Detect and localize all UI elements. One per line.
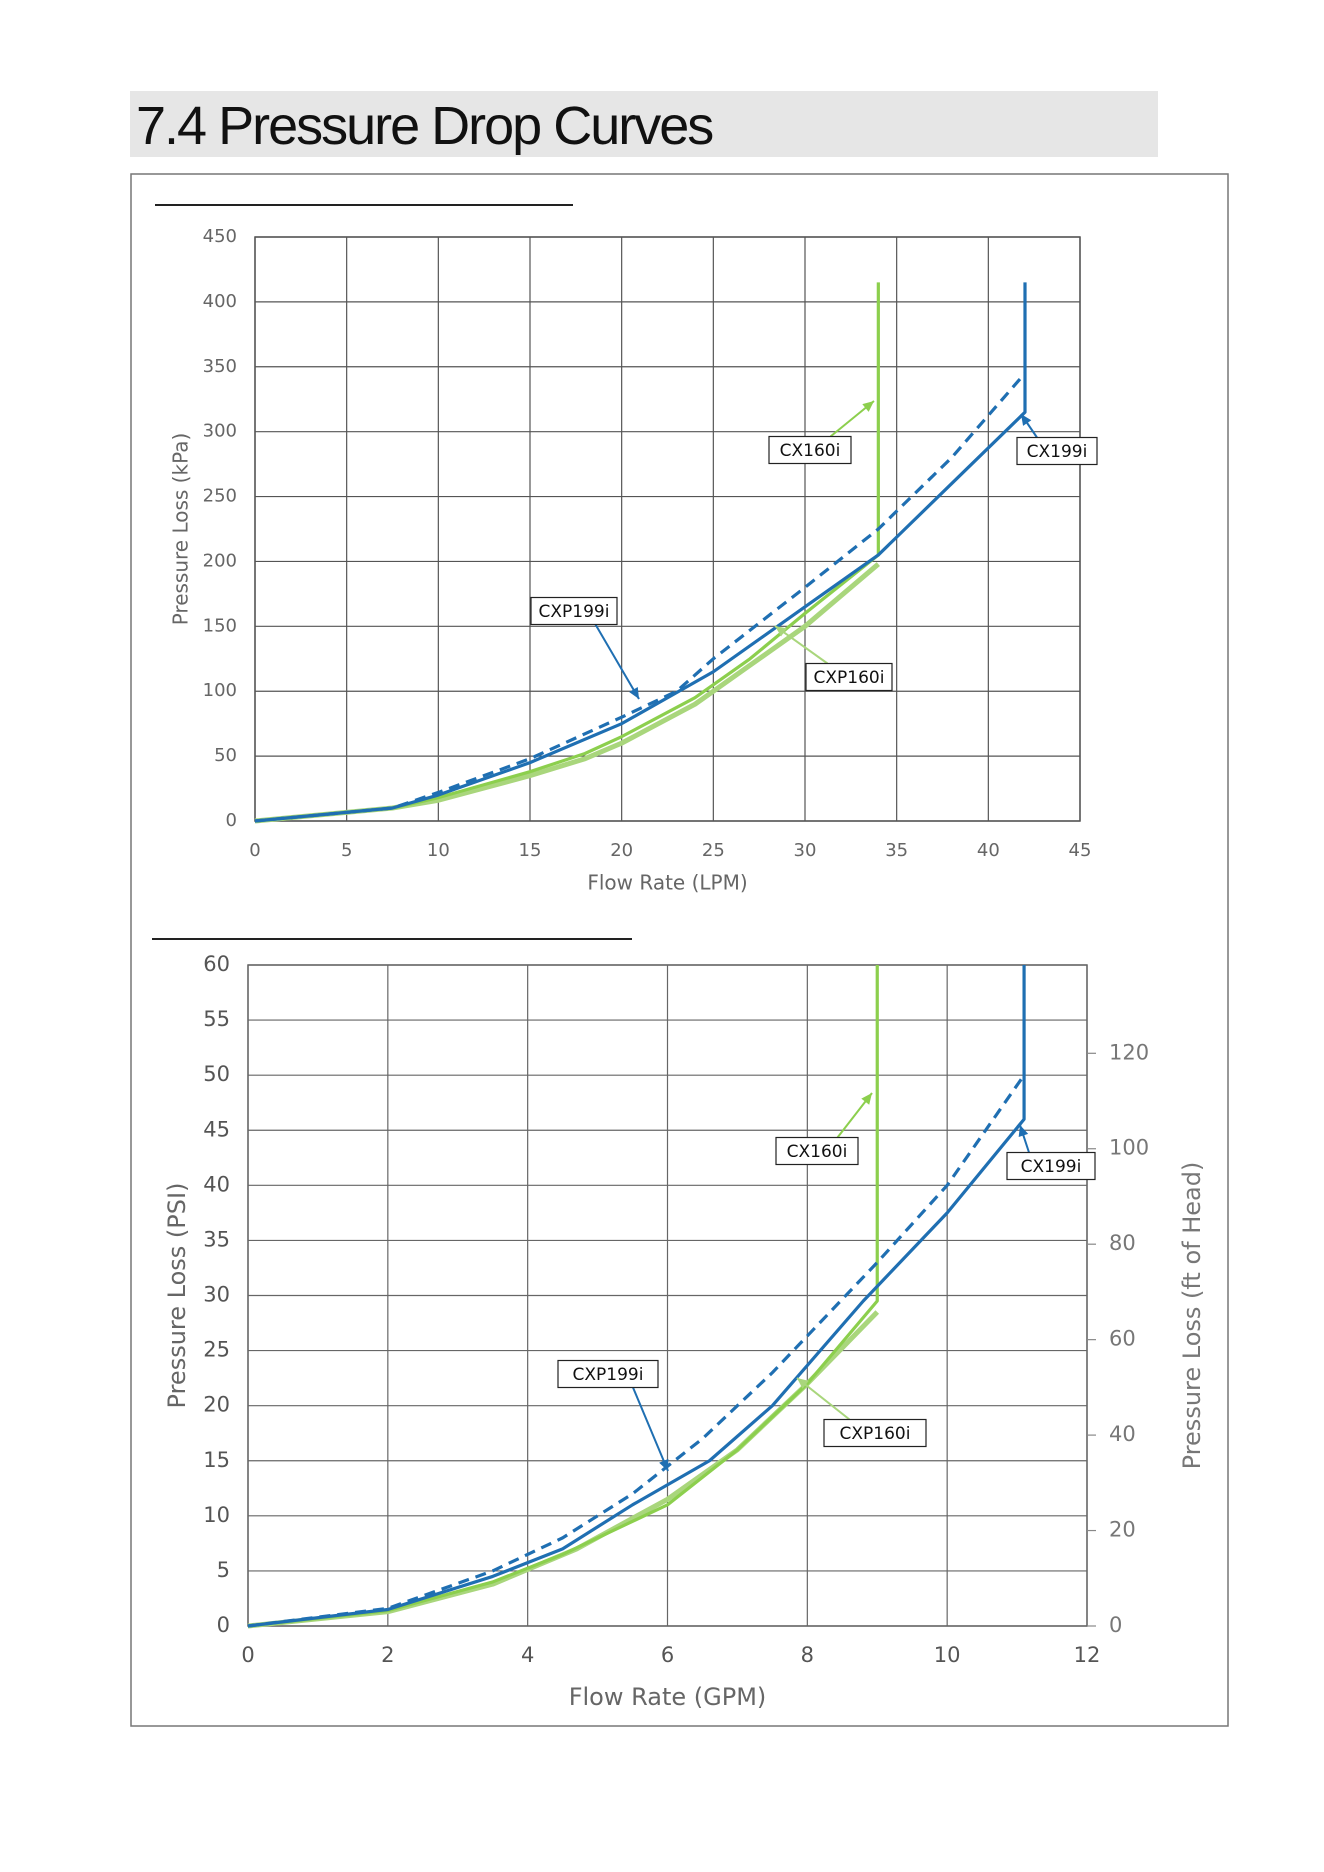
- y-tick-label: 45: [203, 1117, 230, 1141]
- callout-leader: [796, 1377, 851, 1421]
- x-tick-label: 6: [661, 1643, 674, 1667]
- y2-tick-label: 40: [1109, 1422, 1136, 1446]
- x-tick-label: 2: [381, 1643, 394, 1667]
- series-line: [254, 372, 1027, 823]
- callout-box: [1016, 436, 1098, 466]
- y-tick-label: 400: [203, 291, 237, 312]
- y-tick-label: 350: [203, 356, 237, 377]
- series-line: [247, 965, 879, 1628]
- y-tick-label: 15: [203, 1448, 230, 1472]
- x-tick-label: 5: [341, 840, 352, 861]
- callout-box: [768, 435, 852, 465]
- y-tick-label: 20: [203, 1393, 230, 1417]
- y2-tick-label: 20: [1109, 1518, 1136, 1542]
- callout-leader: [594, 623, 640, 700]
- x-axis-label: Flow Rate (GPM): [569, 1683, 767, 1711]
- x-tick-label: 35: [885, 840, 908, 861]
- y-tick-label: 200: [203, 550, 237, 571]
- y-tick-label: 35: [203, 1227, 230, 1251]
- section-title: 7.4 Pressure Drop Curves: [136, 96, 714, 156]
- x-tick-label: 45: [1069, 840, 1092, 861]
- x-tick-label: 40: [977, 840, 1000, 861]
- y-tick-label: 0: [217, 1613, 230, 1637]
- y-tick-label: 50: [214, 745, 237, 766]
- y-tick-label: 450: [203, 226, 237, 247]
- plot-area: [254, 236, 1081, 822]
- x-tick-label: 0: [249, 840, 260, 861]
- callout-box: [557, 1359, 659, 1389]
- callout-label: CXP160i: [814, 668, 885, 688]
- x-tick-label: 10: [934, 1643, 961, 1667]
- y-tick-label: 5: [217, 1558, 230, 1582]
- y-tick-label: 0: [226, 810, 237, 831]
- y-tick-label: 250: [203, 486, 237, 507]
- y-axis-label: Pressure Loss (kPa): [169, 433, 193, 626]
- callout-arrowhead: [862, 401, 874, 412]
- callout-arrowhead: [1018, 1125, 1029, 1138]
- callout-label: CXP199i: [573, 1365, 644, 1385]
- y-tick-label: 10: [203, 1503, 230, 1527]
- x-axis-label: Flow Rate (LPM): [587, 871, 747, 895]
- callout-arrowhead: [775, 626, 787, 637]
- callout-arrowhead: [1021, 414, 1032, 426]
- x-tick-label: 8: [801, 1643, 814, 1667]
- series-line: [247, 965, 1026, 1628]
- callout-box: [805, 662, 893, 692]
- figure-frame: [130, 173, 1229, 1727]
- series-line: [254, 282, 1027, 823]
- callout-arrowhead: [797, 1378, 809, 1389]
- y-tick-label: 55: [203, 1007, 230, 1031]
- y2-tick-label: 120: [1109, 1040, 1149, 1064]
- x-tick-label: 4: [521, 1643, 534, 1667]
- y2-tick-label: 80: [1109, 1231, 1136, 1255]
- x-tick-label: 30: [794, 840, 817, 861]
- x-tick-label: 12: [1074, 1643, 1101, 1667]
- x-tick-label: 15: [519, 840, 542, 861]
- y-tick-label: 100: [203, 680, 237, 701]
- y-tick-label: 150: [203, 615, 237, 636]
- callout-box: [1006, 1151, 1096, 1181]
- y2-tick-label: 0: [1109, 1613, 1122, 1637]
- callout-label: CX160i: [780, 441, 841, 461]
- section-header: 7.4 Pressure Drop Curves: [130, 91, 1158, 157]
- x-tick-label: 0: [241, 1643, 254, 1667]
- y-tick-label: 40: [203, 1172, 230, 1196]
- series-line: [254, 282, 880, 823]
- y-axis-label: Pressure Loss (PSI): [163, 1183, 191, 1409]
- y-tick-label: 60: [203, 952, 230, 976]
- y-tick-label: 50: [203, 1062, 230, 1086]
- x-tick-label: 25: [702, 840, 725, 861]
- callout-box: [530, 596, 618, 626]
- callout-box: [823, 1418, 927, 1448]
- callout-label: CXP160i: [840, 1424, 911, 1444]
- y-tick-label: 300: [203, 421, 237, 442]
- callout-arrowhead: [659, 1458, 669, 1471]
- callout-leader: [632, 1387, 669, 1472]
- callout-label: CX160i: [787, 1142, 848, 1162]
- y-tick-label: 30: [203, 1283, 230, 1307]
- y-tick-label: 25: [203, 1338, 230, 1362]
- y2-tick-label: 100: [1109, 1136, 1149, 1160]
- y2-tick-label: 60: [1109, 1327, 1136, 1351]
- callout-label: CXP199i: [539, 602, 610, 622]
- y2-axis-label: Pressure Loss (ft of Head): [1178, 1162, 1206, 1470]
- callout-arrowhead: [629, 686, 639, 699]
- callout-label: CX199i: [1027, 442, 1088, 462]
- x-tick-label: 10: [427, 840, 450, 861]
- callout-arrowhead: [861, 1093, 872, 1105]
- callout-label: CX199i: [1021, 1157, 1082, 1177]
- x-tick-label: 20: [610, 840, 633, 861]
- callout-box: [775, 1136, 859, 1166]
